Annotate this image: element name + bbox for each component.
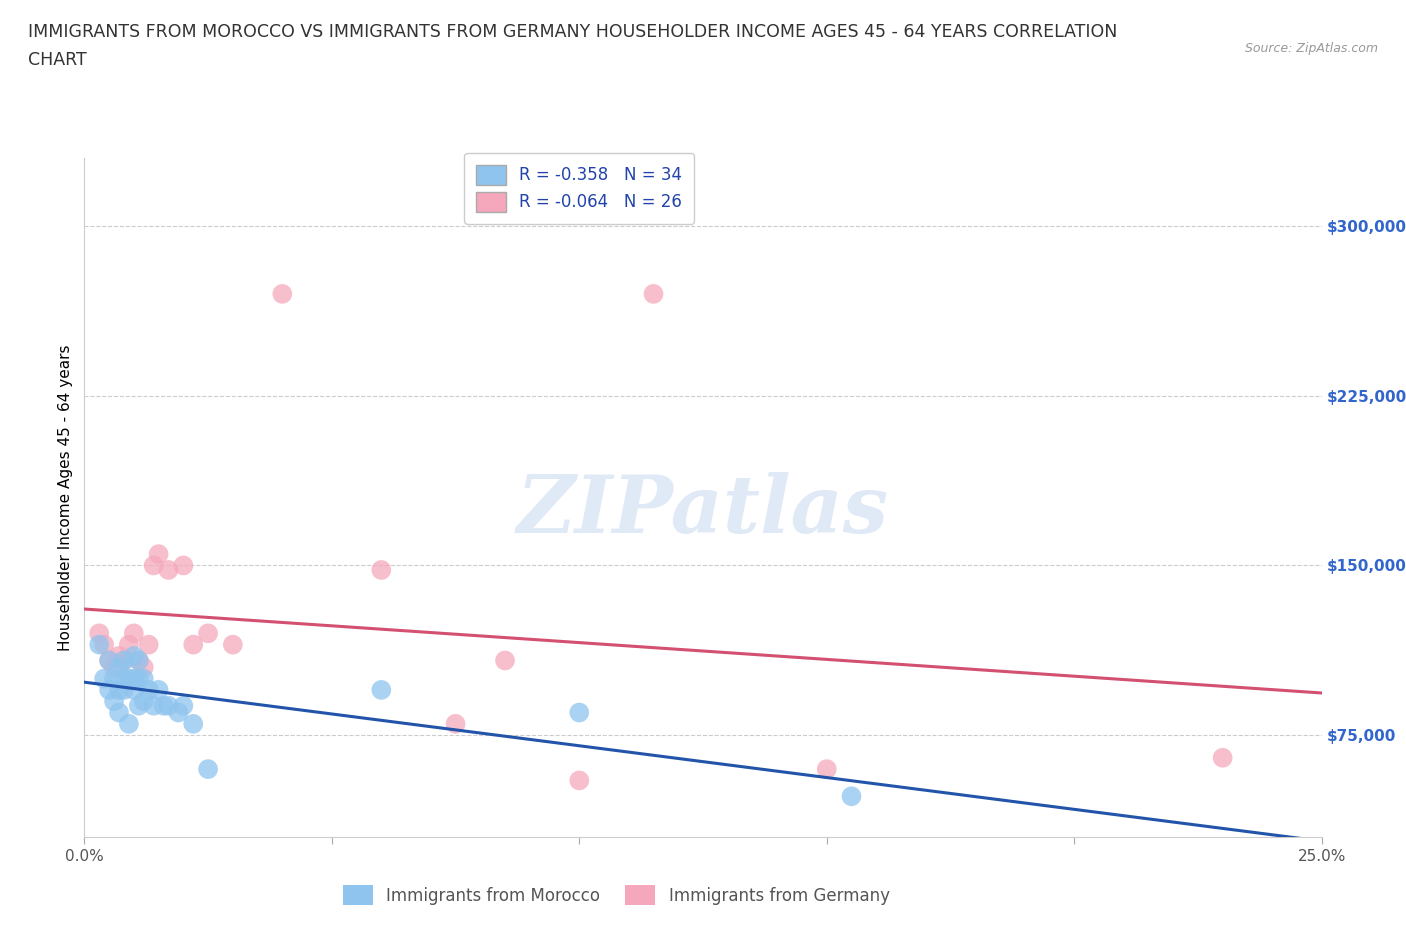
Point: [172, 558, 194, 573]
Point: [108, 660, 131, 675]
Text: CHART: CHART: [28, 51, 87, 69]
Legend: Immigrants from Morocco, Immigrants from Germany: Immigrants from Morocco, Immigrants from…: [332, 873, 901, 917]
Point: [98, 653, 121, 668]
Point: [98, 653, 121, 668]
Point: [122, 626, 145, 641]
Y-axis label: Householder Income Ages 45 - 64 years: Householder Income Ages 45 - 64 years: [58, 344, 73, 651]
Point: [122, 683, 145, 698]
Point: [815, 762, 838, 777]
Point: [112, 653, 135, 668]
Point: [132, 694, 155, 709]
Point: [122, 648, 145, 663]
Point: [132, 671, 155, 686]
Point: [222, 637, 245, 652]
Point: [118, 716, 141, 731]
Point: [118, 671, 141, 686]
Point: [128, 671, 150, 686]
Point: [108, 683, 131, 698]
Point: [132, 660, 155, 675]
Point: [197, 762, 219, 777]
Point: [142, 698, 165, 713]
Point: [271, 286, 294, 301]
Point: [148, 547, 170, 562]
Point: [1212, 751, 1234, 765]
Point: [89, 626, 111, 641]
Point: [89, 637, 111, 652]
Point: [568, 773, 591, 788]
Point: [181, 716, 204, 731]
Point: [93, 637, 115, 652]
Point: [93, 671, 115, 686]
Point: [444, 716, 467, 731]
Point: [128, 653, 150, 668]
Point: [157, 563, 180, 578]
Point: [197, 626, 219, 641]
Point: [138, 683, 160, 698]
Point: [128, 698, 150, 713]
Point: [103, 671, 125, 686]
Point: [370, 683, 392, 698]
Point: [172, 698, 194, 713]
Text: IMMIGRANTS FROM MOROCCO VS IMMIGRANTS FROM GERMANY HOUSEHOLDER INCOME AGES 45 - : IMMIGRANTS FROM MOROCCO VS IMMIGRANTS FR…: [28, 23, 1118, 41]
Point: [643, 286, 665, 301]
Point: [142, 558, 165, 573]
Point: [108, 648, 131, 663]
Point: [122, 671, 145, 686]
Point: [181, 637, 204, 652]
Point: [98, 683, 121, 698]
Point: [841, 789, 863, 804]
Point: [494, 653, 516, 668]
Point: [103, 660, 125, 675]
Point: [103, 694, 125, 709]
Point: [568, 705, 591, 720]
Point: [112, 653, 135, 668]
Point: [157, 698, 180, 713]
Point: [152, 698, 174, 713]
Text: Source: ZipAtlas.com: Source: ZipAtlas.com: [1244, 42, 1378, 55]
Point: [370, 563, 392, 578]
Point: [108, 705, 131, 720]
Point: [112, 683, 135, 698]
Point: [138, 637, 160, 652]
Point: [128, 653, 150, 668]
Text: ZIPatlas: ZIPatlas: [517, 472, 889, 550]
Point: [167, 705, 190, 720]
Point: [112, 671, 135, 686]
Point: [148, 683, 170, 698]
Point: [118, 637, 141, 652]
